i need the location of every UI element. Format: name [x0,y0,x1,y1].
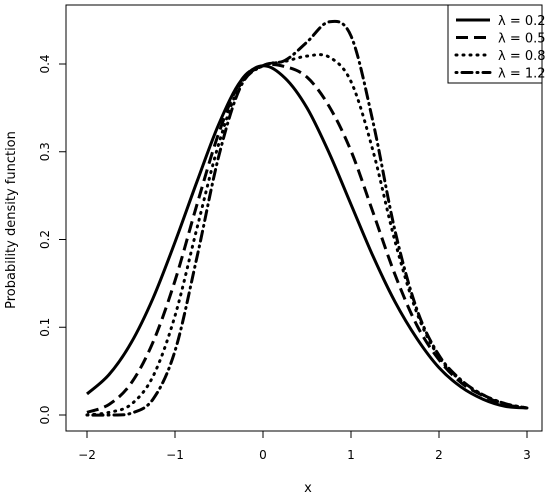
x-tick-label: −1 [166,448,184,462]
legend-label: λ = 1.2 [498,67,546,82]
series-lines [85,19,529,417]
x-axis: −2 −1 0 1 2 3 [78,430,531,462]
legend-box [447,4,543,84]
y-tick-label: 0.2 [38,230,52,249]
y-tick-label: 0.4 [38,54,52,73]
legend-label: λ = 0.2 [498,14,546,29]
y-tick-label: 0.1 [38,318,52,337]
x-tick-label: −2 [78,448,96,462]
series-line-4 [85,19,529,417]
y-axis: 0.0 0.1 0.2 0.3 0.4 [38,54,67,425]
x-tick-label: 3 [523,448,531,462]
series-line-2 [86,63,528,414]
x-tick-label: 1 [347,448,355,462]
x-axis-title: x [304,481,312,496]
series-line-1 [86,64,528,410]
legend: λ = 0.2 λ = 0.5 λ = 0.8 λ = 1.2 [447,4,546,84]
legend-label: λ = 0.5 [498,32,546,47]
x-tick-label: 2 [435,448,443,462]
y-axis-title: Probability density function [4,131,19,309]
x-tick-label: 0 [259,448,267,462]
y-tick-label: 0.0 [38,405,52,424]
legend-label: λ = 0.8 [498,49,546,64]
y-tick-label: 0.3 [38,142,52,161]
